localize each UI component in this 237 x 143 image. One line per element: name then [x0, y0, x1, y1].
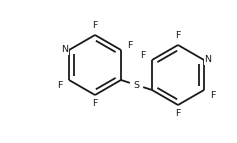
- Text: N: N: [62, 45, 68, 54]
- Text: S: S: [133, 81, 140, 90]
- Text: N: N: [205, 55, 211, 64]
- Text: F: F: [210, 91, 216, 100]
- Text: F: F: [127, 40, 133, 49]
- Text: F: F: [175, 31, 181, 40]
- Text: F: F: [92, 100, 98, 109]
- Text: F: F: [140, 50, 146, 59]
- Text: F: F: [175, 110, 181, 119]
- Text: F: F: [57, 81, 63, 90]
- Text: F: F: [92, 21, 98, 30]
